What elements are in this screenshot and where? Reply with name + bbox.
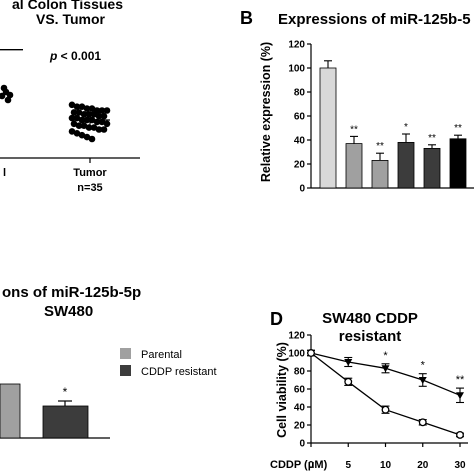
panel-b-y-tick-label: 40	[294, 136, 306, 147]
panel-b-letter: B	[240, 8, 253, 28]
panel-d-point-circle	[307, 349, 315, 357]
panel-b-sig-label: **	[376, 141, 384, 152]
tumor-point	[88, 105, 96, 112]
panel-b-title: Expressions of miR-125b-5	[278, 11, 471, 28]
panel-d-y-tick-label: 0	[299, 439, 305, 450]
panel-a-xlabel-tumor: Tumor	[73, 167, 107, 179]
panel-d-point-triangle	[381, 365, 390, 373]
panel-d-sig-label: **	[456, 374, 465, 386]
panel-b-sig-label: **	[428, 133, 436, 144]
tumor-point	[68, 101, 76, 109]
panel-d-xlabel: CDDP (μM)	[270, 459, 328, 471]
tumor-point	[98, 107, 106, 114]
panel-b-y-tick-label: 60	[294, 112, 306, 123]
panel-b-y-tick-label: 20	[294, 160, 306, 171]
tumor-point	[100, 112, 108, 120]
panel-b-y-tick-label: 120	[288, 40, 305, 51]
panel-c-title-line1: ons of miR-125b-5p	[2, 284, 141, 301]
panel-b-bar	[449, 138, 467, 189]
panel-d-sig-label: *	[421, 360, 426, 372]
panel-d-point-circle	[344, 377, 353, 386]
panel-d-y-tick-label: 80	[294, 367, 306, 378]
normal-point	[6, 91, 14, 99]
sig-resistant: *	[63, 385, 68, 399]
panel-a-xlabel-n: n=35	[77, 182, 102, 194]
pvalue-p: p	[49, 49, 57, 63]
panel-d-y-tick-label: 60	[294, 385, 306, 396]
normal-point	[4, 96, 12, 104]
panel-d-letter: D	[270, 309, 283, 329]
panel-a-xlabel-normal: l	[3, 167, 6, 179]
panel-b-y-tick-label: 80	[294, 88, 306, 99]
tumor-point	[103, 107, 111, 114]
panel-d-point-circle	[381, 405, 390, 414]
tumor-point	[88, 135, 96, 143]
panel-a-pvalue: p < 0.001	[49, 49, 101, 63]
panel-d-point-triangle	[344, 359, 353, 366]
pvalue-rest: < 0.001	[57, 49, 101, 63]
normal-point	[0, 84, 8, 92]
panel-d-y-tick-label: 120	[288, 331, 305, 342]
tumor-point	[70, 109, 78, 116]
tumor-point	[73, 130, 81, 137]
legend-swatch-resistant	[120, 365, 131, 376]
panel-d-x-tick-label: 10	[380, 460, 392, 471]
legend-label-parental: Parental	[141, 349, 182, 361]
panel-b-sig-label: **	[350, 124, 358, 135]
bar-cddp-resistant	[42, 405, 89, 439]
panel-b-bar	[371, 159, 389, 189]
tumor-point	[68, 128, 76, 135]
panel-d-point-circle	[418, 418, 427, 427]
tumor-point	[73, 103, 81, 110]
panel-d-point-triangle	[456, 392, 464, 400]
panel-d-ylabel: Cell viability (%)	[275, 342, 289, 438]
panel-b-sig-label: *	[404, 122, 408, 133]
panel-a-title-line2: VS. Tumor	[36, 11, 106, 27]
panel-b-bar	[397, 141, 415, 189]
panel-b-y-tick-label: 100	[288, 64, 305, 75]
tumor-point	[95, 112, 103, 120]
legend-swatch-parental	[120, 348, 131, 359]
panel-d-title-line1: SW480 CDDP	[322, 310, 418, 327]
panel-d-point-triangle	[418, 377, 427, 384]
panel-d-x-tick-label: 30	[454, 460, 466, 471]
panel-b-bar	[345, 143, 363, 189]
panel-d-x-tick-label: 0	[308, 460, 314, 471]
panel-c-title-line2: SW480	[44, 303, 93, 320]
panel-d-y-tick-label: 100	[288, 349, 305, 360]
tumor-point	[83, 105, 91, 112]
tumor-point	[75, 109, 83, 116]
panel-b-ylabel: Relative expression (%)	[259, 42, 273, 182]
panel-b-sig-label: **	[454, 123, 462, 134]
panel-a-title-line1: al Colon Tissues	[12, 0, 123, 12]
panel-d-title-line2: resistant	[339, 328, 402, 345]
panel-d-sig-label: *	[383, 350, 388, 362]
panel-b-y-tick-label: 0	[299, 184, 305, 195]
tumor-point	[78, 103, 86, 110]
panel-b-bar	[319, 67, 337, 189]
tumor-point	[100, 126, 108, 133]
panel-d-x-tick-label: 20	[417, 460, 429, 471]
panel-a-marks	[0, 49, 111, 143]
panel-b-bar	[423, 147, 441, 189]
tumor-point	[83, 133, 91, 141]
bar-parental	[0, 383, 21, 439]
tumor-point	[78, 131, 86, 139]
tumor-point	[103, 120, 111, 128]
legend-label-resistant: CDDP resistant	[141, 366, 217, 378]
tumor-point	[70, 120, 78, 128]
panel-d-x-tick-label: 5	[345, 460, 351, 471]
panel-d-y-tick-label: 20	[294, 421, 306, 432]
panel-d-y-tick-label: 40	[294, 403, 306, 414]
panel-d-point-circle	[456, 430, 464, 439]
